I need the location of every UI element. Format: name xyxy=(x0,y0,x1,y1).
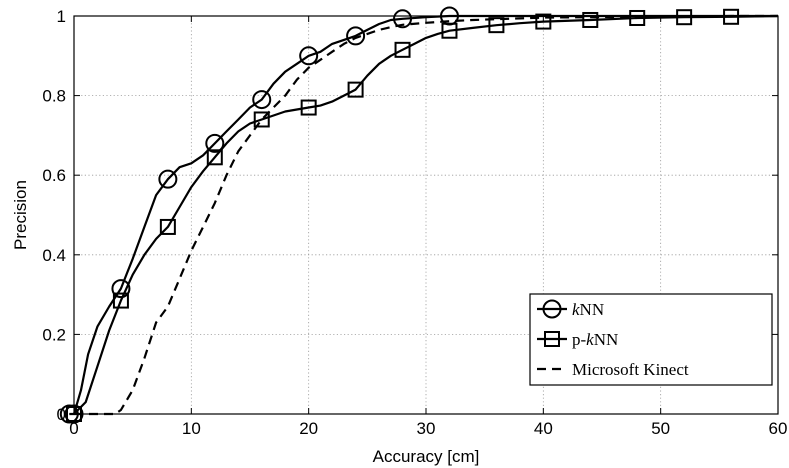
data-point-p-knn xyxy=(723,8,740,25)
series-layer xyxy=(59,6,779,424)
data-point-knn xyxy=(346,26,366,46)
x-axis-label: Accuracy [cm] xyxy=(373,447,480,466)
data-point-p-knn xyxy=(535,13,552,30)
data-point-p-knn xyxy=(300,99,317,116)
data-point-knn xyxy=(393,9,413,29)
y-tick-label: 0.6 xyxy=(42,166,66,185)
data-point-p-knn xyxy=(253,111,270,128)
y-tick-label: 0.4 xyxy=(42,246,66,265)
series-p-knn xyxy=(66,8,779,422)
data-point-knn xyxy=(252,90,272,110)
legend-label-microsoft-kinect: Microsoft Kinect xyxy=(572,360,689,379)
legend-label-p-knn: p-kNN xyxy=(572,330,618,349)
legend-marker-p-knn xyxy=(544,331,560,347)
data-point-p-knn xyxy=(394,41,411,58)
legend-label-prefix: Microsoft Kinect xyxy=(572,360,689,379)
x-tick-label: 50 xyxy=(651,419,670,438)
data-point-p-knn xyxy=(347,81,364,98)
data-point-p-knn xyxy=(629,9,646,26)
x-tick-label: 60 xyxy=(769,419,788,438)
y-axis-label: Precision xyxy=(11,180,30,250)
data-point-knn xyxy=(299,46,319,66)
x-tick-label: 0 xyxy=(69,419,78,438)
data-point-p-knn xyxy=(582,11,599,28)
data-point-p-knn xyxy=(441,22,458,39)
series-microsoft-kinect xyxy=(74,14,778,416)
data-point-p-knn xyxy=(159,218,176,235)
data-point-knn xyxy=(205,133,225,153)
legend-label-knn: kNN xyxy=(572,300,604,319)
axis-ticks: 0 10 20 30 40 50 60 0 0.2 0.4 0.6 0.8 1 xyxy=(42,7,787,438)
series-line-knn xyxy=(69,14,778,416)
legend-label-suffix: NN xyxy=(580,300,605,319)
data-point-p-knn xyxy=(206,149,223,166)
series-line-p-knn xyxy=(73,14,779,415)
y-tick-label: 1 xyxy=(57,7,66,26)
x-tick-label: 40 xyxy=(534,419,553,438)
legend-label-suffix: NN xyxy=(594,330,619,349)
legend-label-italic: k xyxy=(572,300,580,319)
legend-box xyxy=(529,293,773,386)
legend-label-prefix: p- xyxy=(572,330,587,349)
series-knn xyxy=(59,6,778,424)
data-point-p-knn xyxy=(488,17,505,34)
x-tick-label: 30 xyxy=(417,419,436,438)
data-point-p-knn xyxy=(676,9,693,26)
y-tick-label: 0.8 xyxy=(42,87,66,106)
legend-marker-knn xyxy=(542,299,562,319)
x-tick-label: 20 xyxy=(299,419,318,438)
data-point-knn xyxy=(158,169,178,189)
legend-label-italic: k xyxy=(586,330,594,349)
series-line-microsoft-kinect xyxy=(74,14,778,416)
data-point-p-knn xyxy=(112,292,129,309)
y-tick-label: 0.2 xyxy=(42,325,66,344)
x-tick-label: 10 xyxy=(182,419,201,438)
y-tick-label: 0 xyxy=(57,405,66,424)
data-point-knn xyxy=(111,279,131,299)
